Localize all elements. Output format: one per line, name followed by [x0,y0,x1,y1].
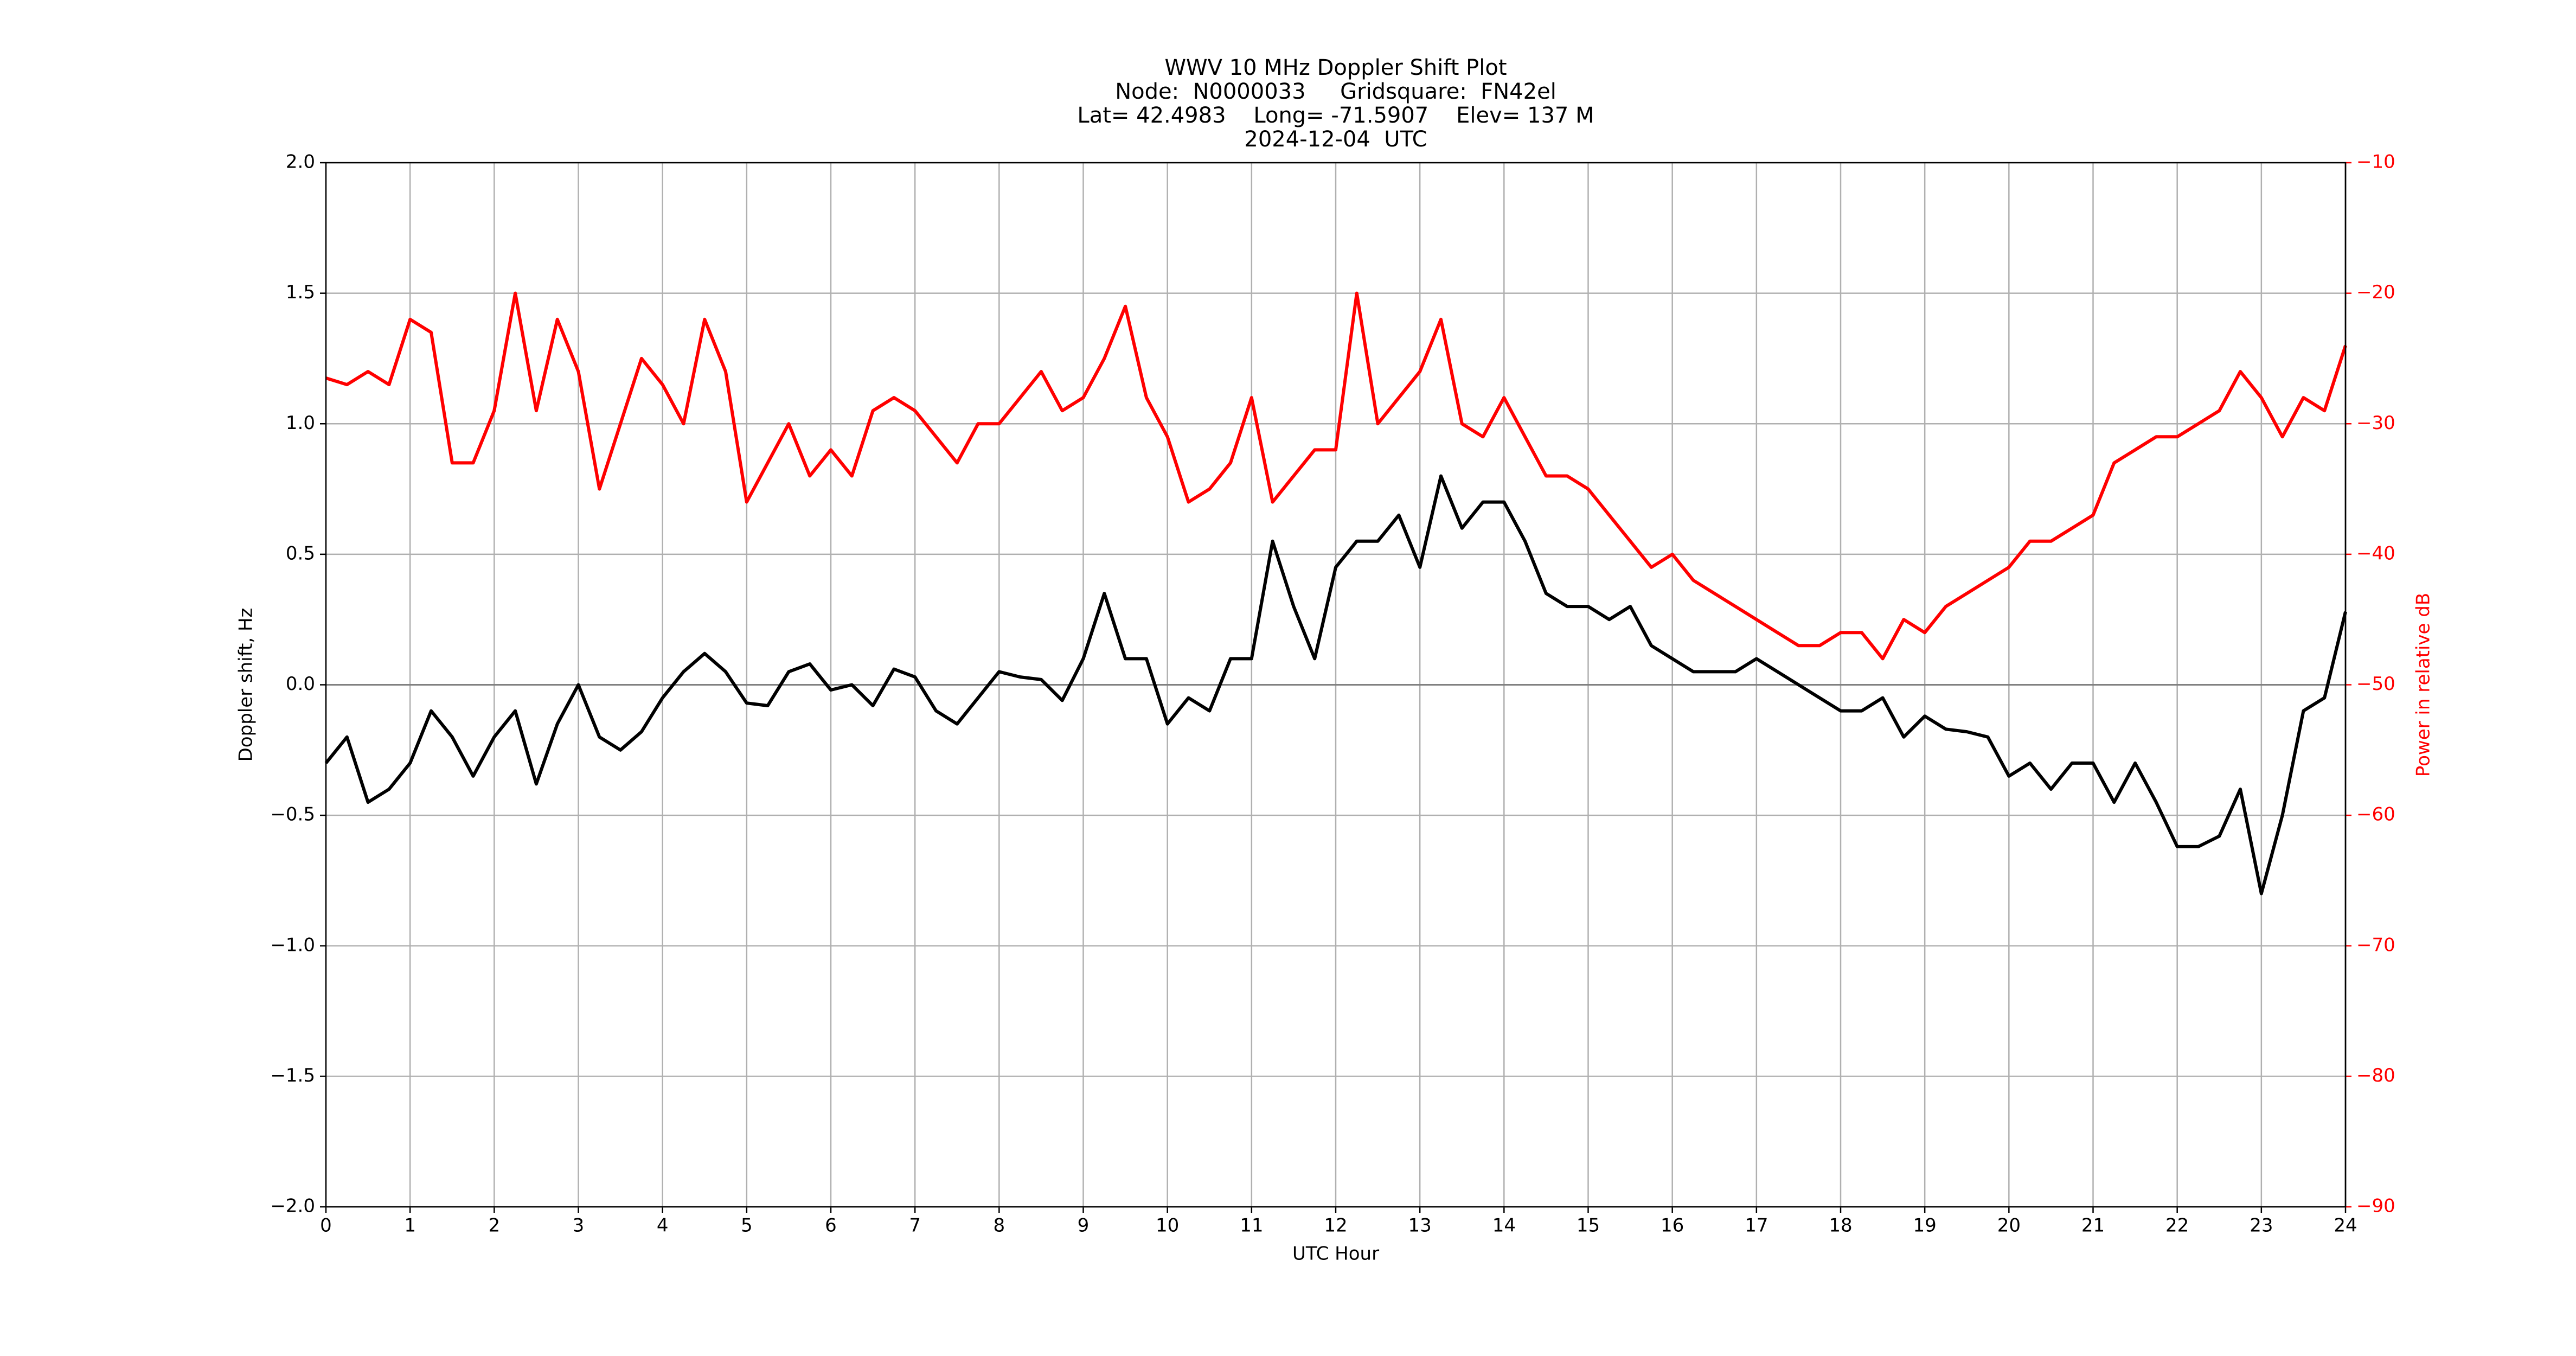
x-tick-label: 21 [2081,1215,2105,1237]
x-tick-label: 13 [1408,1215,1432,1237]
x-tick-label: 4 [657,1215,669,1237]
data-line [325,291,2347,661]
x-axis-label: UTC Hour [1292,1243,1379,1265]
y-tick-label: −1.5 [270,1065,315,1086]
x-tick-label: 3 [573,1215,585,1237]
data-line [324,474,2347,896]
x-tick-label: 5 [741,1215,753,1237]
y-tick-label: −1.0 [270,934,315,956]
y2-tick-label: −30 [2356,412,2395,434]
y2-tick-label: −90 [2356,1195,2395,1217]
x-tick-label: 18 [1829,1215,1852,1237]
chart-title: 2024-12-04 UTC [1244,127,1427,152]
y2-tick-label: −10 [2356,151,2395,173]
x-tick-label: 12 [1324,1215,1347,1237]
x-tick-label: 23 [2250,1215,2273,1237]
y2-axis-label: Power in relative dB [2413,593,2434,777]
x-tick-label: 8 [994,1215,1005,1237]
y-tick-label: −2.0 [270,1195,315,1217]
x-tick-label: 6 [825,1215,837,1237]
x-tick-label: 7 [909,1215,921,1237]
x-tick-label: 22 [2165,1215,2189,1237]
y-tick-label: 0.0 [286,673,315,695]
y-axis-label: Doppler shift, Hz [235,608,257,762]
y-tick-label: 0.5 [286,542,315,564]
y2-tick-label: −70 [2356,934,2395,956]
x-tick-label: 2 [489,1215,501,1237]
x-tick-label: 17 [1745,1215,1768,1237]
x-tick-label: 16 [1661,1215,1684,1237]
y-tick-label: 1.0 [286,412,315,434]
y-tick-label: 1.5 [286,282,315,303]
x-tick-label: 15 [1577,1215,1600,1237]
y2-tick-label: −80 [2356,1065,2395,1086]
x-tick-label: 20 [1997,1215,2021,1237]
x-tick-label: 19 [1913,1215,1937,1237]
x-tick-label: 1 [404,1215,416,1237]
y2-tick-label: −60 [2356,804,2395,826]
x-tick-label: 11 [1240,1215,1263,1237]
y2-tick-label: −20 [2356,282,2395,303]
x-tick-label: 0 [320,1215,332,1237]
chart-title: Lat= 42.4983 Long= -71.5907 Elev= 137 M [1077,103,1594,128]
y-tick-label: −0.5 [270,804,315,826]
x-tick-label: 24 [2334,1215,2357,1237]
chart-title: WWV 10 MHz Doppler Shift Plot [1164,55,1507,80]
chart-title: Node: N0000033 Gridsquare: FN42el [1115,79,1556,104]
x-tick-label: 10 [1156,1215,1179,1237]
x-tick-label: 9 [1078,1215,1090,1237]
y2-tick-label: −50 [2356,673,2395,695]
y2-tick-label: −40 [2356,542,2395,564]
y-tick-label: 2.0 [286,151,315,173]
x-tick-label: 14 [1492,1215,1516,1237]
